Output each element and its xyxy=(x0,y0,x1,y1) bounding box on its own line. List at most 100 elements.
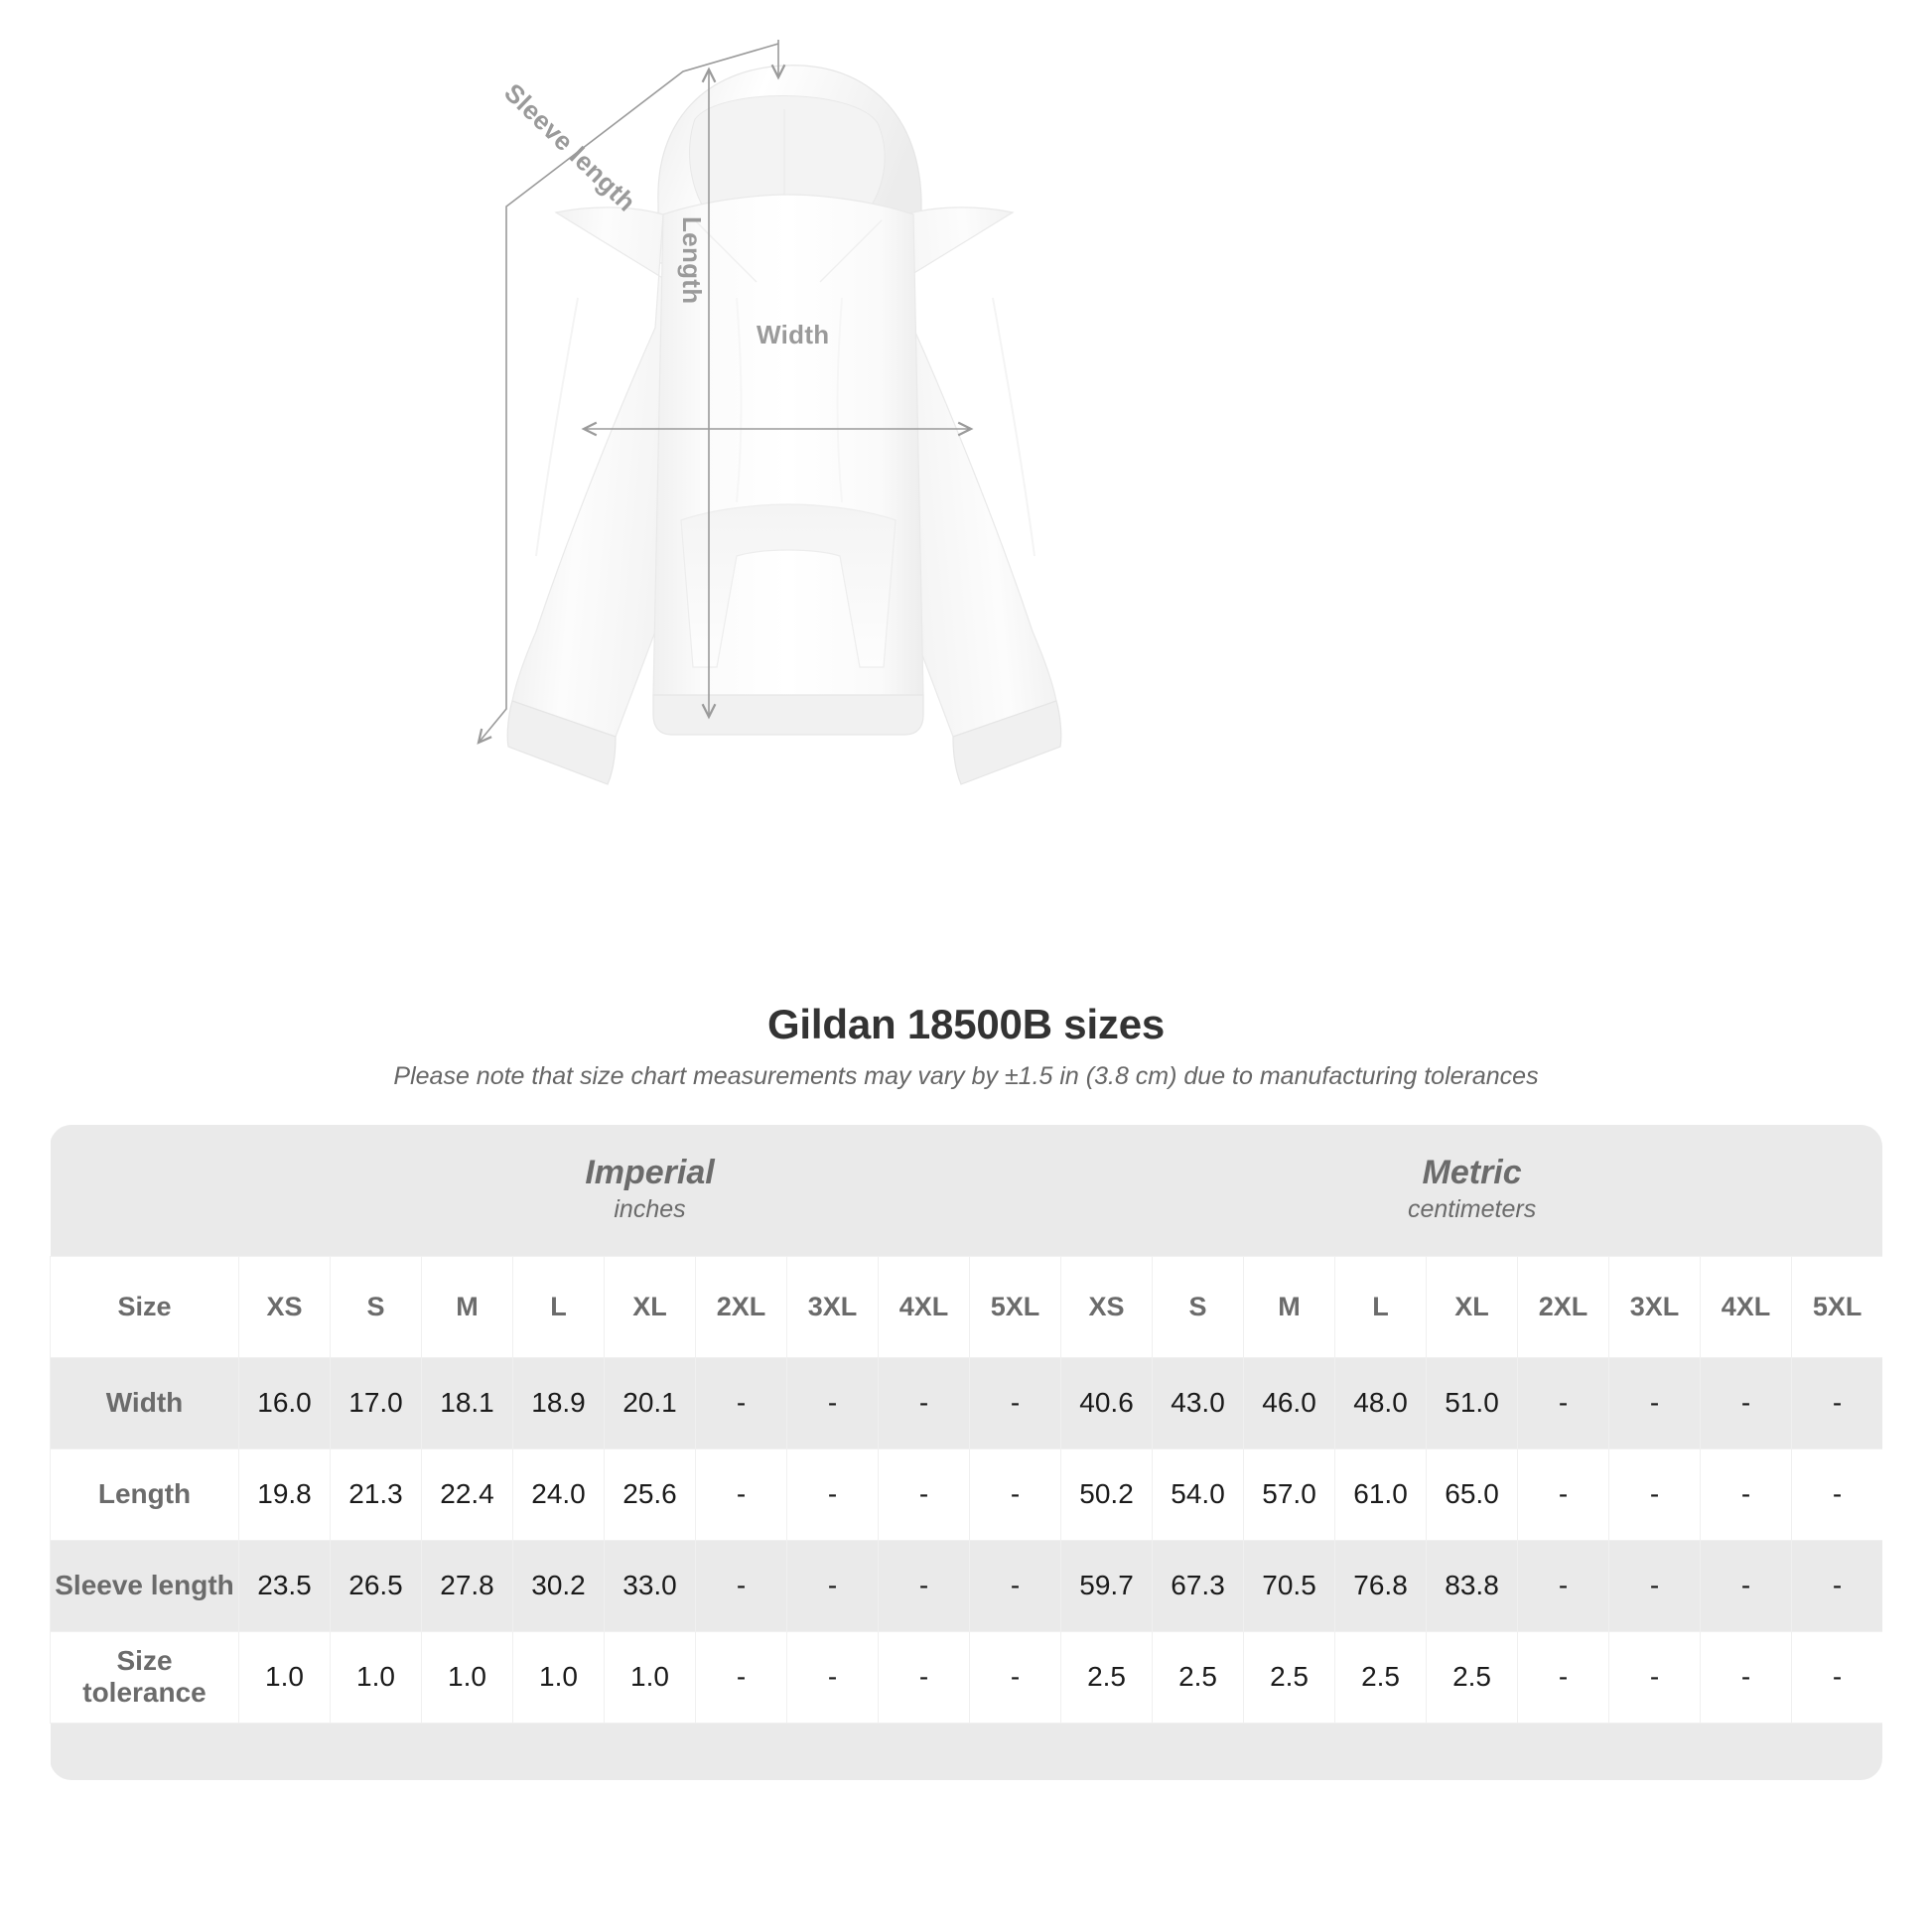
cell-imperial-3xl: - xyxy=(786,1539,879,1632)
unit-banner-row: Imperial inches Metric centimeters xyxy=(50,1125,1882,1256)
size-table: Imperial inches Metric centimeters Size XS S M L… xyxy=(50,1125,1882,1780)
table-footer-band xyxy=(50,1723,1882,1780)
cell-metric-2xl: - xyxy=(1517,1539,1610,1632)
cell-metric-m: 46.0 xyxy=(1243,1356,1336,1449)
cell-metric-xl: 2.5 xyxy=(1426,1630,1519,1724)
cell-imperial-s: 17.0 xyxy=(330,1356,422,1449)
cell-metric-3xl: - xyxy=(1608,1356,1702,1449)
table-row: Length 19.8 21.3 22.4 24.0 25.6- - - -50.2 54.0 57… xyxy=(50,1448,1882,1541)
unit-name: Imperial xyxy=(585,1153,715,1191)
garment-illustration: Sleeve length Length Width xyxy=(477,40,1062,785)
cell-metric-3xl: - xyxy=(1608,1539,1702,1632)
size-header-imperial-s: S xyxy=(330,1255,422,1358)
cell-metric-5xl: - xyxy=(1791,1356,1882,1449)
size-header-imperial-xs: XS xyxy=(238,1255,331,1358)
cell-imperial-l: 30.2 xyxy=(512,1539,605,1632)
cell-metric-2xl: - xyxy=(1517,1356,1610,1449)
size-header-row: Size XS S M L XL 2XL 3XL 4XL 5XL XS S M L XL 2XL 3XL 4XL 5… xyxy=(50,1255,1882,1358)
cell-metric-xs: 2.5 xyxy=(1060,1630,1154,1724)
unit-name: Metric xyxy=(1422,1153,1522,1191)
unit-banner-metric: Metric centimeters xyxy=(1060,1125,1882,1256)
cell-imperial-xs: 23.5 xyxy=(238,1539,331,1632)
size-header-metric-4xl: 4XL xyxy=(1700,1255,1793,1358)
cell-imperial-5xl: - xyxy=(968,1448,1062,1541)
cell-imperial-2xl: - xyxy=(695,1630,787,1724)
cell-imperial-4xl: - xyxy=(878,1539,970,1632)
cell-metric-3xl: - xyxy=(1608,1630,1702,1724)
size-header-imperial-2xl: 2XL xyxy=(695,1255,787,1358)
annotation-width: Width xyxy=(757,320,830,349)
size-header-imperial-xl: XL xyxy=(604,1255,696,1358)
cell-imperial-2xl: - xyxy=(695,1448,787,1541)
title-block: Gildan 18500B sizes Please note that siz… xyxy=(0,1001,1932,1091)
cell-imperial-m: 22.4 xyxy=(421,1448,513,1541)
unit-banner-imperial: Imperial inches xyxy=(238,1125,1061,1256)
size-header-imperial-5xl: 5XL xyxy=(968,1255,1062,1358)
cell-metric-l: 61.0 xyxy=(1334,1448,1428,1541)
cell-imperial-s: 21.3 xyxy=(330,1448,422,1541)
cell-imperial-xl: 1.0 xyxy=(604,1630,696,1724)
cell-metric-2xl: - xyxy=(1517,1448,1610,1541)
cell-metric-l: 2.5 xyxy=(1334,1630,1428,1724)
cell-metric-4xl: - xyxy=(1700,1630,1793,1724)
cell-metric-xs: 59.7 xyxy=(1060,1539,1154,1632)
cell-metric-s: 67.3 xyxy=(1152,1539,1245,1632)
hoodie-graphic xyxy=(506,65,1062,785)
cell-imperial-4xl: - xyxy=(878,1356,970,1449)
size-header-metric-xl: XL xyxy=(1426,1255,1519,1358)
cell-imperial-s: 26.5 xyxy=(330,1539,422,1632)
size-header-metric-m: M xyxy=(1243,1255,1336,1358)
cell-metric-xl: 51.0 xyxy=(1426,1356,1519,1449)
cell-imperial-s: 1.0 xyxy=(330,1630,422,1724)
cell-imperial-m: 1.0 xyxy=(421,1630,513,1724)
cell-imperial-l: 18.9 xyxy=(512,1356,605,1449)
cell-imperial-xl: 33.0 xyxy=(604,1539,696,1632)
cell-imperial-m: 18.1 xyxy=(421,1356,513,1449)
cell-imperial-5xl: - xyxy=(968,1356,1062,1449)
table-row: Sleeve length 23.5 26.5 27.8 30.2 33.0- - - -59.… xyxy=(50,1539,1882,1632)
cell-imperial-5xl: - xyxy=(968,1630,1062,1724)
measurement-annotations xyxy=(477,40,974,745)
cell-metric-5xl: - xyxy=(1791,1630,1882,1724)
page-subtitle: Please note that size chart measurements… xyxy=(393,1062,1539,1090)
cell-imperial-l: 24.0 xyxy=(512,1448,605,1541)
cell-imperial-m: 27.8 xyxy=(421,1539,513,1632)
size-header-imperial-l: L xyxy=(512,1255,605,1358)
row-label-sleeve-length: Sleeve length xyxy=(50,1539,239,1632)
size-header-metric-2xl: 2XL xyxy=(1517,1255,1610,1358)
size-header-imperial-3xl: 3XL xyxy=(786,1255,879,1358)
cell-metric-m: 57.0 xyxy=(1243,1448,1336,1541)
size-header-metric-5xl: 5XL xyxy=(1791,1255,1882,1358)
row-label-size-tolerance: Size tolerance xyxy=(50,1630,239,1724)
cell-metric-4xl: - xyxy=(1700,1539,1793,1632)
table-row: Width 16.0 17.0 18.1 18.9 20.1- - - -40.6 43.0 46.… xyxy=(50,1356,1882,1449)
cell-metric-3xl: - xyxy=(1608,1448,1702,1541)
cell-imperial-3xl: - xyxy=(786,1448,879,1541)
cell-imperial-4xl: - xyxy=(878,1630,970,1724)
row-label-width: Width xyxy=(50,1356,239,1449)
cell-imperial-xl: 25.6 xyxy=(604,1448,696,1541)
cell-metric-m: 2.5 xyxy=(1243,1630,1336,1724)
cell-metric-4xl: - xyxy=(1700,1448,1793,1541)
cell-imperial-3xl: - xyxy=(786,1356,879,1449)
unit-subtitle: centimeters xyxy=(1407,1194,1537,1223)
size-header-imperial-m: M xyxy=(421,1255,513,1358)
size-header-metric-3xl: 3XL xyxy=(1608,1255,1702,1358)
page-title: Gildan 18500B sizes xyxy=(766,1001,1166,1047)
cell-metric-s: 43.0 xyxy=(1152,1356,1245,1449)
cell-imperial-2xl: - xyxy=(695,1356,787,1449)
cell-imperial-3xl: - xyxy=(786,1630,879,1724)
cell-metric-5xl: - xyxy=(1791,1448,1882,1541)
cell-metric-5xl: - xyxy=(1791,1539,1882,1632)
annotation-length: Length xyxy=(677,216,707,305)
cell-imperial-xl: 20.1 xyxy=(604,1356,696,1449)
cell-imperial-xs: 19.8 xyxy=(238,1448,331,1541)
cell-imperial-xs: 16.0 xyxy=(238,1356,331,1449)
cell-imperial-l: 1.0 xyxy=(512,1630,605,1724)
size-header-metric-xs: XS xyxy=(1060,1255,1154,1358)
size-column-header: Size xyxy=(50,1255,239,1358)
size-table-container: Imperial inches Metric centimeters Size XS S M L… xyxy=(50,1125,1882,1780)
cell-metric-l: 48.0 xyxy=(1334,1356,1428,1449)
cell-metric-l: 76.8 xyxy=(1334,1539,1428,1632)
cell-imperial-2xl: - xyxy=(695,1539,787,1632)
